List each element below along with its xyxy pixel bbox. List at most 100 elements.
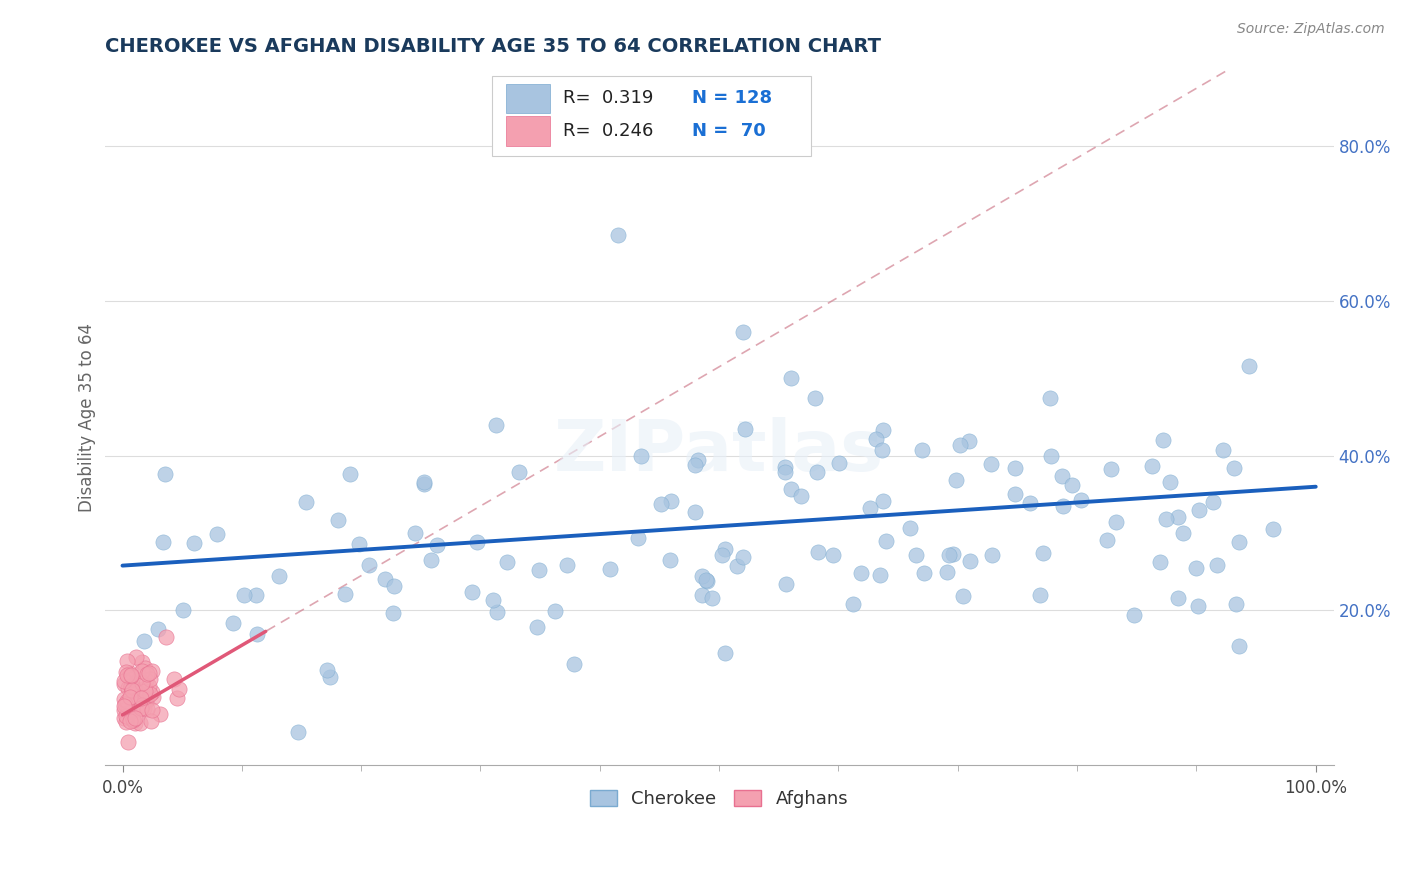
Point [714,541,737,556]
Point [117,681,139,695]
Point [131,664,153,678]
Point [627,532,650,546]
Point [412,475,434,489]
Point [121,708,143,723]
Point [806,465,828,479]
Point [222,615,245,630]
Point [134,681,156,695]
Point [1039,392,1062,406]
Point [115,654,138,668]
Text: Source: ZipAtlas.com: Source: ZipAtlas.com [1237,22,1385,37]
Point [121,705,143,719]
Point [132,701,155,715]
Point [725,559,748,574]
Point [129,690,152,705]
Point [132,634,155,648]
Point [803,391,825,405]
Point [163,672,186,686]
Point [141,703,163,717]
Point [121,672,143,686]
Text: CHEROKEE VS AFGHAN DISABILITY AGE 35 TO 64 CORRELATION CHART: CHEROKEE VS AFGHAN DISABILITY AGE 35 TO … [104,37,880,56]
Text: ZIPatlas: ZIPatlas [554,417,884,486]
Point [131,698,153,712]
Point [779,371,801,385]
Point [135,673,157,687]
Point [1239,359,1261,374]
Point [167,681,190,696]
Point [121,684,143,698]
Point [412,476,434,491]
Point [134,684,156,698]
Point [138,679,160,693]
Point [841,597,863,611]
Point [120,668,142,682]
Point [872,424,894,438]
Point [865,432,887,446]
Point [118,670,141,684]
Point [287,725,309,739]
Point [357,558,380,572]
Point [267,568,290,582]
Point [121,682,143,697]
Point [112,692,135,706]
Point [734,422,756,436]
Point [141,664,163,678]
Point [124,716,146,731]
Point [128,716,150,731]
Point [821,548,844,562]
Point [686,452,709,467]
Point [122,713,145,727]
Bar [506,84,550,112]
Point [152,534,174,549]
Point [485,605,508,619]
Point [124,711,146,725]
Point [333,587,356,601]
Point [780,482,803,496]
Point [1171,525,1194,540]
Point [419,552,441,566]
Point [1152,434,1174,448]
Point [485,418,508,433]
Point [328,513,350,527]
Point [606,228,628,243]
Point [117,700,139,714]
Point [775,577,797,591]
Point [1004,461,1026,475]
Point [131,675,153,690]
Point [374,572,396,586]
Point [683,505,706,519]
Point [115,665,138,679]
Point [773,460,796,475]
Point [295,494,318,508]
Point [245,588,267,602]
Point [849,566,872,580]
Point [700,591,723,605]
Point [1099,462,1122,476]
Point [118,690,141,704]
Point [911,442,934,457]
Point [912,566,935,581]
Point [136,702,159,716]
Point [1019,496,1042,510]
Point [599,562,621,576]
Point [155,630,177,644]
Point [120,668,142,682]
Point [138,665,160,680]
Point [118,665,141,680]
Point [142,690,165,704]
Point [166,691,188,706]
Bar [506,116,550,145]
Point [508,465,530,479]
Point [233,588,256,602]
Point [529,563,551,577]
Point [980,457,1002,471]
Point [773,465,796,479]
Point [1167,510,1189,524]
Point [806,545,828,559]
Point [1202,495,1225,509]
Point [1004,487,1026,501]
Point [205,526,228,541]
Point [1040,450,1063,464]
Point [959,554,981,568]
Point [153,467,176,482]
